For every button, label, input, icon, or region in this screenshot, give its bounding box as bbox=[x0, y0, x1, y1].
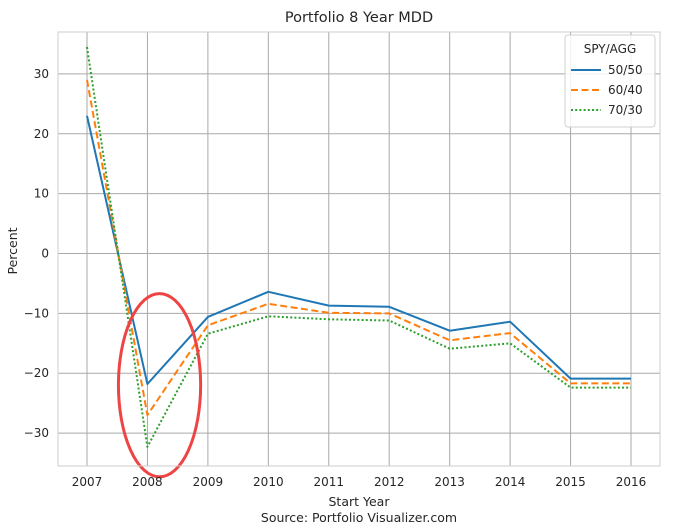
y-tick-label: −30 bbox=[24, 426, 49, 440]
x-tick-label: 2012 bbox=[374, 475, 405, 489]
x-tick-label: 2015 bbox=[555, 475, 586, 489]
series-line-50-50 bbox=[86, 115, 631, 385]
x-tick-label: 2007 bbox=[72, 475, 103, 489]
legend: SPY/AGG 50/50 60/40 70/30 bbox=[564, 34, 656, 128]
plot-area bbox=[58, 32, 660, 466]
series-group bbox=[86, 46, 631, 448]
y-tick-label: 10 bbox=[34, 187, 49, 201]
legend-box bbox=[564, 34, 656, 128]
y-tick-label: 20 bbox=[34, 127, 49, 141]
chart-title: Portfolio 8 Year MDD bbox=[285, 10, 433, 26]
x-tick-label: 2008 bbox=[132, 475, 163, 489]
y-axis-title: Percent bbox=[5, 227, 20, 274]
y-tick-label: 30 bbox=[34, 67, 49, 81]
chart-caption: Source: Portfolio Visualizer.com bbox=[261, 510, 457, 525]
legend-title: SPY/AGG bbox=[584, 42, 637, 56]
series-line-70-30 bbox=[86, 46, 631, 448]
y-tick-label: −10 bbox=[24, 306, 49, 320]
x-axis-title: Start Year bbox=[329, 494, 391, 509]
x-tick-label: 2013 bbox=[434, 475, 465, 489]
x-tick-label: 2014 bbox=[495, 475, 526, 489]
highlight-circle bbox=[116, 292, 203, 479]
x-axis-ticks: 2007 2008 2009 2010 2011 2012 2013 2014 2015 2016 bbox=[72, 475, 647, 489]
y-tick-label: 0 bbox=[41, 246, 49, 260]
x-tick-label: 2009 bbox=[193, 475, 224, 489]
annotation-group bbox=[116, 292, 203, 479]
series-line-60-40 bbox=[86, 79, 631, 417]
legend-label: 60/40 bbox=[608, 83, 643, 97]
legend-label: 50/50 bbox=[608, 63, 643, 77]
legend-label: 70/30 bbox=[608, 103, 643, 117]
y-axis-ticks: 30 20 10 0 −10 −20 −30 bbox=[24, 67, 49, 440]
x-tick-label: 2010 bbox=[253, 475, 284, 489]
x-tick-label: 2011 bbox=[314, 475, 345, 489]
y-tick-label: −20 bbox=[24, 366, 49, 380]
x-tick-label: 2016 bbox=[616, 475, 647, 489]
plot-border bbox=[57, 31, 661, 467]
